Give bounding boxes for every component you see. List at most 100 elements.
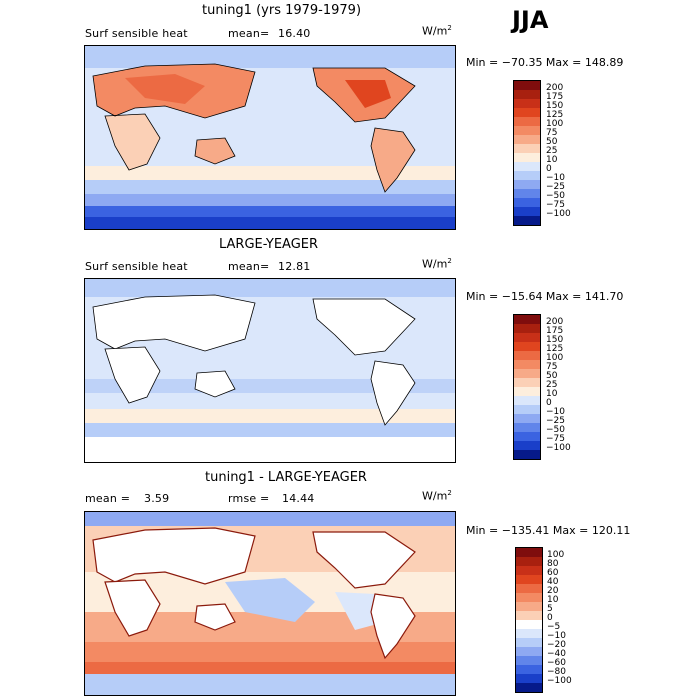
colorbar-swatch [514, 126, 540, 135]
colorbar-swatch [516, 593, 542, 602]
colorbar-swatch [516, 683, 542, 692]
colorbar-tick-label: 10 [546, 389, 558, 399]
colorbar-swatch [514, 189, 540, 198]
colorbar-swatch [516, 548, 542, 557]
colorbar-tick-label: 25 [546, 146, 558, 156]
colorbar-tick-label: 75 [546, 128, 558, 138]
colorbar-swatch [514, 198, 540, 207]
colorbar-tick-label: 200 [546, 317, 564, 327]
panel-3-units: W/m2 [422, 489, 452, 503]
colorbar-tick-label: 5 [547, 604, 553, 614]
colorbar-swatch [514, 396, 540, 405]
colorbar-tick-label: 175 [546, 92, 564, 102]
colorbar-swatch [514, 117, 540, 126]
panel-3-rmse-label: rmse = [228, 492, 270, 505]
colorbar-tick-label: −100 [547, 676, 572, 686]
colorbar-tick-label: −10 [546, 173, 565, 183]
season-label: JJA [512, 6, 549, 34]
colorbar-swatch [516, 611, 542, 620]
colorbar-swatch [514, 108, 540, 117]
panel-2-title: LARGE-YEAGER [219, 237, 319, 252]
colorbar-swatch [516, 566, 542, 575]
panel-3-minmax: Min = −135.41 Max = 120.11 [466, 524, 631, 537]
colorbar-tick-label: −100 [546, 443, 571, 453]
colorbar-tick-label: 10 [546, 155, 558, 165]
colorbar-tick-label: 40 [547, 577, 559, 587]
colorbar-swatch [514, 360, 540, 369]
colorbar-swatch [516, 584, 542, 593]
colorbar-swatch [516, 620, 542, 629]
panel-3-map [84, 511, 456, 696]
panel-1-mean-label: mean= [228, 27, 270, 40]
panel-2-map [84, 278, 456, 463]
colorbar-swatch [514, 135, 540, 144]
colorbar-tick-label: 80 [547, 559, 559, 569]
panel-2-units: W/m2 [422, 257, 452, 271]
colorbar-swatch [514, 216, 540, 225]
panel-2-mean-label: mean= [228, 260, 270, 273]
panel-3-colorbar-ticks: 100 80 60 40 20 10 5 0 −5 −10 −20 −40 −60 −80 −100 [547, 547, 587, 691]
panel-3-mean-label: mean = [85, 492, 131, 505]
colorbar-swatch [514, 432, 540, 441]
colorbar-swatch [514, 414, 540, 423]
colorbar-swatch [516, 665, 542, 674]
colorbar-tick-label: 150 [546, 335, 564, 345]
panel-3-map-svg [85, 512, 455, 695]
colorbar-swatch [514, 180, 540, 189]
colorbar-tick-label: −50 [546, 425, 565, 435]
colorbar-tick-label: −25 [546, 182, 565, 192]
colorbar-swatch [516, 656, 542, 665]
colorbar-tick-label: −20 [547, 640, 566, 650]
colorbar-swatch [514, 324, 540, 333]
colorbar-swatch [514, 99, 540, 108]
colorbar-tick-label: −25 [546, 416, 565, 426]
colorbar-tick-label: −10 [547, 631, 566, 641]
panel-1-map [84, 45, 456, 230]
colorbar-tick-label: −10 [546, 407, 565, 417]
panel-3-mean-value: 3.59 [144, 492, 170, 505]
colorbar-swatch [514, 405, 540, 414]
colorbar-tick-label: −80 [547, 667, 566, 677]
panel-1-units: W/m2 [422, 24, 452, 38]
colorbar-swatch [516, 602, 542, 611]
colorbar-swatch [514, 207, 540, 216]
colorbar-tick-label: 100 [547, 550, 565, 560]
panel-2-map-svg [85, 279, 455, 462]
colorbar-swatch [516, 638, 542, 647]
colorbar-tick-label: 0 [546, 398, 552, 408]
colorbar-tick-label: 75 [546, 362, 558, 372]
colorbar-swatch [514, 153, 540, 162]
colorbar-tick-label: 200 [546, 83, 564, 93]
colorbar-swatch [514, 441, 540, 450]
colorbar-tick-label: 175 [546, 326, 564, 336]
panel-1-variable-label: Surf sensible heat [85, 27, 188, 40]
colorbar-swatch [514, 369, 540, 378]
panel-2-minmax: Min = −15.64 Max = 141.70 [466, 290, 624, 303]
colorbar-tick-label: 0 [546, 164, 552, 174]
colorbar-swatch [514, 90, 540, 99]
panel-2-variable-label: Surf sensible heat [85, 260, 188, 273]
panel-1-colorbar [513, 80, 541, 226]
panel-3-colorbar [515, 547, 543, 693]
panel-1-mean-value: 16.40 [278, 27, 311, 40]
colorbar-tick-label: −50 [546, 191, 565, 201]
colorbar-tick-label: 50 [546, 371, 558, 381]
colorbar-tick-label: 125 [546, 110, 564, 120]
colorbar-swatch [514, 342, 540, 351]
colorbar-swatch [516, 557, 542, 566]
colorbar-tick-label: 25 [546, 380, 558, 390]
colorbar-swatch [514, 351, 540, 360]
colorbar-swatch [514, 333, 540, 342]
colorbar-tick-label: −5 [547, 622, 561, 632]
colorbar-swatch [516, 629, 542, 638]
colorbar-swatch [516, 647, 542, 656]
colorbar-tick-label: 100 [546, 119, 564, 129]
colorbar-swatch [514, 144, 540, 153]
colorbar-tick-label: −75 [546, 200, 565, 210]
colorbar-tick-label: 50 [546, 137, 558, 147]
panel-3-title: tuning1 - LARGE-YEAGER [205, 470, 367, 485]
panel-2-colorbar-ticks: 200 175 150 125 100 75 50 25 10 0 −10 −25 −50 −75 −100 [546, 314, 586, 458]
colorbar-tick-label: 125 [546, 344, 564, 354]
colorbar-tick-label: 0 [547, 613, 553, 623]
colorbar-tick-label: 60 [547, 568, 559, 578]
